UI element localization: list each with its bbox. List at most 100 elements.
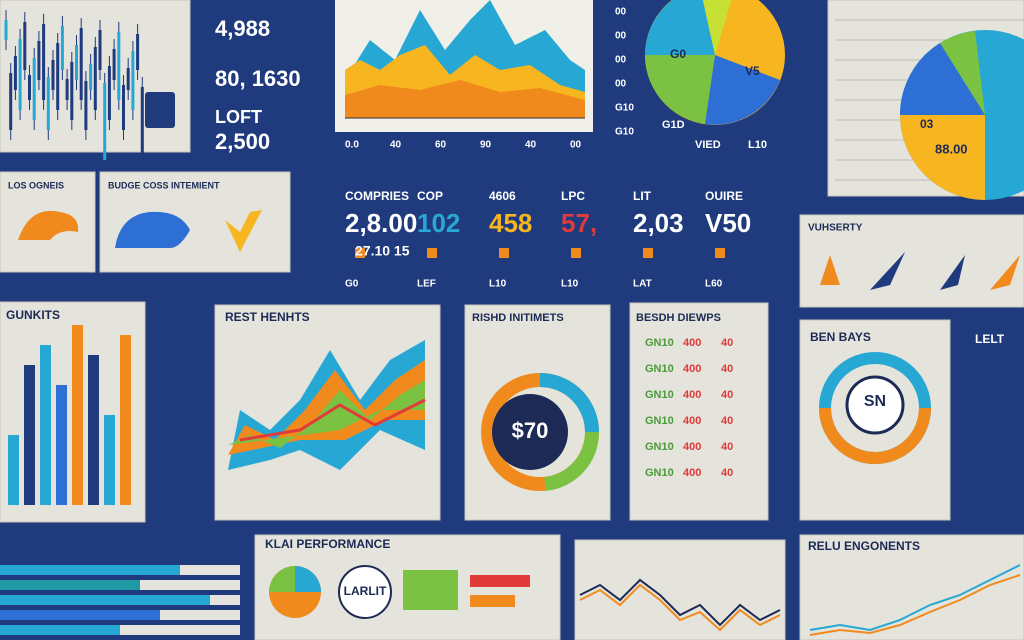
side-label: 00 bbox=[615, 31, 627, 42]
shape: 00 00 00 00 G10 G10 bbox=[615, 7, 634, 138]
bar bbox=[104, 415, 115, 505]
candle bbox=[60, 26, 64, 70]
candle bbox=[9, 73, 13, 130]
kpi-footer: L10 bbox=[489, 279, 507, 290]
shape: COMPRIES 2,8.00 G0 COP 102 LEF 4606 458 L10 LPC 57… bbox=[345, 189, 751, 289]
shape bbox=[492, 394, 568, 470]
kpi-footer: L60 bbox=[705, 279, 723, 290]
shape bbox=[115, 211, 190, 248]
bar bbox=[24, 365, 35, 505]
shape bbox=[4, 10, 144, 170]
kpi-value: V50 bbox=[705, 208, 751, 238]
table-cell: 400 bbox=[683, 441, 701, 453]
shape bbox=[579, 578, 781, 627]
candle bbox=[84, 81, 88, 130]
label: $70 bbox=[512, 418, 549, 443]
candle bbox=[79, 28, 83, 100]
shape bbox=[403, 570, 458, 610]
kpi-marker bbox=[571, 248, 581, 258]
label: VIED bbox=[695, 139, 721, 151]
hbar bbox=[0, 610, 160, 620]
axis-label: 40 bbox=[390, 140, 402, 151]
label: 03 bbox=[920, 117, 934, 131]
side-label: 00 bbox=[615, 55, 627, 66]
shape bbox=[225, 210, 262, 252]
candle bbox=[126, 68, 130, 90]
bar bbox=[40, 345, 51, 505]
label: LARLIT bbox=[344, 584, 387, 598]
hbar bbox=[0, 595, 210, 605]
kpi-value: 458 bbox=[489, 208, 532, 238]
shape bbox=[544, 431, 600, 491]
shape bbox=[539, 373, 599, 433]
candle bbox=[75, 45, 78, 80]
shape bbox=[579, 583, 781, 632]
kpi-marker bbox=[355, 248, 365, 258]
table-cell: GN10 bbox=[645, 441, 674, 453]
candle bbox=[23, 22, 27, 70]
shape bbox=[645, 55, 715, 124]
candle bbox=[56, 43, 60, 110]
axis-label: 40 bbox=[525, 140, 537, 151]
axis-label: 0.0 bbox=[345, 140, 359, 151]
shape bbox=[269, 566, 295, 592]
bar bbox=[56, 385, 67, 505]
candle bbox=[107, 66, 111, 120]
shape bbox=[295, 566, 321, 592]
label: SN bbox=[864, 393, 886, 410]
shape bbox=[900, 115, 985, 200]
kpi-value: 2,03 bbox=[633, 208, 684, 238]
candle bbox=[42, 24, 46, 100]
bar bbox=[72, 325, 83, 505]
candle bbox=[112, 49, 116, 80]
shape bbox=[990, 255, 1020, 290]
label: VUHSERTY bbox=[808, 223, 863, 234]
label: G0 bbox=[670, 47, 686, 61]
kpi-marker bbox=[715, 248, 725, 258]
hbar bbox=[0, 565, 180, 575]
kpi-label: COP bbox=[417, 189, 443, 203]
side-label: G10 bbox=[615, 127, 634, 138]
candle bbox=[93, 47, 97, 110]
shape bbox=[870, 252, 905, 290]
kpi-label: OUIRE bbox=[705, 189, 743, 203]
bar bbox=[120, 335, 131, 505]
shape bbox=[705, 55, 780, 125]
shape bbox=[8, 325, 131, 505]
table-cell: 40 bbox=[721, 415, 733, 427]
label: LOS OGNEIS bbox=[8, 180, 64, 190]
label: 80, 1630 bbox=[215, 66, 301, 91]
kpi-value: 2,8.00 bbox=[345, 208, 417, 238]
table-cell: 400 bbox=[683, 415, 701, 427]
axis-label: 90 bbox=[480, 140, 492, 151]
shape bbox=[940, 255, 965, 290]
hbar bbox=[0, 625, 120, 635]
kpi-label: COMPRIES bbox=[345, 189, 409, 203]
candle bbox=[136, 34, 140, 70]
shape bbox=[18, 210, 79, 240]
candle bbox=[140, 87, 144, 160]
shape: 0.0 40 60 90 40 00 bbox=[345, 140, 582, 151]
axis-label: 60 bbox=[435, 140, 447, 151]
table-cell: 40 bbox=[721, 467, 733, 479]
kpi-marker bbox=[643, 248, 653, 258]
axis-label: 00 bbox=[570, 140, 582, 151]
kpi-label: LIT bbox=[633, 189, 652, 203]
table-cell: 400 bbox=[683, 363, 701, 375]
label: LELT bbox=[975, 332, 1005, 346]
shape bbox=[845, 375, 905, 435]
shape: GN10 400 40 GN10 400 40 GN10 400 40 GN10 400 40 GN10… bbox=[645, 337, 733, 479]
shape bbox=[470, 575, 530, 587]
kpi-footer: L10 bbox=[561, 279, 579, 290]
label: G1D bbox=[662, 119, 685, 131]
label: BESDH DIEWPS bbox=[636, 312, 721, 324]
shape bbox=[239, 398, 426, 442]
candle bbox=[89, 64, 93, 90]
kpi-value: 102 bbox=[417, 208, 460, 238]
candle bbox=[4, 20, 8, 40]
side-label: 00 bbox=[615, 7, 627, 18]
label: RISHD INITIMETS bbox=[472, 312, 564, 324]
label: BEN BAYS bbox=[810, 330, 871, 344]
